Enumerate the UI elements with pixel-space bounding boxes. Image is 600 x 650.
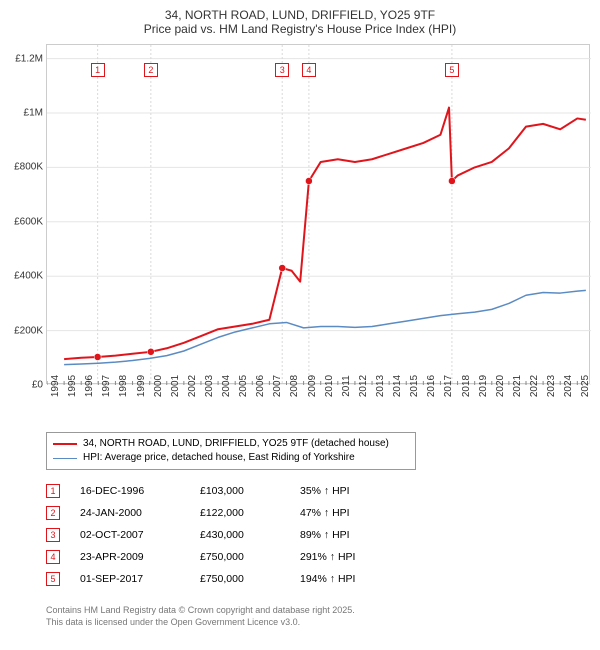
transaction-price: £750,000: [200, 551, 280, 563]
transaction-row: 5 01-SEP-2017 £750,000 194% ↑ HPI: [46, 568, 590, 590]
transaction-row: 4 23-APR-2009 £750,000 291% ↑ HPI: [46, 546, 590, 568]
transaction-price: £103,000: [200, 485, 280, 497]
legend-item: HPI: Average price, detached house, East…: [53, 451, 409, 465]
transaction-row: 3 02-OCT-2007 £430,000 89% ↑ HPI: [46, 524, 590, 546]
x-tick-label: 2007: [272, 375, 283, 397]
x-tick-label: 1994: [50, 375, 61, 397]
x-tick-label: 1996: [84, 375, 95, 397]
titles: 34, NORTH ROAD, LUND, DRIFFIELD, YO25 9T…: [10, 8, 590, 40]
x-tick-label: 2020: [495, 375, 506, 397]
chart-svg: [47, 45, 591, 385]
transaction-pct: 291% ↑ HPI: [300, 551, 390, 563]
chart-container: 34, NORTH ROAD, LUND, DRIFFIELD, YO25 9T…: [0, 0, 600, 650]
x-tick-label: 2010: [324, 375, 335, 397]
x-tick-label: 1995: [67, 375, 78, 397]
legend-swatch: [53, 443, 77, 445]
chart-marker-box: 1: [91, 63, 105, 77]
x-tick-label: 2003: [204, 375, 215, 397]
chart-marker-box: 4: [302, 63, 316, 77]
y-tick-label: £400K: [14, 271, 43, 282]
transaction-price: £122,000: [200, 507, 280, 519]
x-tick-label: 2016: [426, 375, 437, 397]
transaction-marker: 2: [46, 506, 60, 520]
transaction-pct: 35% ↑ HPI: [300, 485, 390, 497]
x-tick-label: 2005: [238, 375, 249, 397]
legend-swatch: [53, 458, 77, 459]
x-tick-label: 1999: [136, 375, 147, 397]
x-tick-label: 2014: [392, 375, 403, 397]
transaction-row: 1 16-DEC-1996 £103,000 35% ↑ HPI: [46, 480, 590, 502]
x-tick-label: 2000: [153, 375, 164, 397]
legend-label: 34, NORTH ROAD, LUND, DRIFFIELD, YO25 9T…: [83, 437, 389, 451]
transactions-table: 1 16-DEC-1996 £103,000 35% ↑ HPI 2 24-JAN-200…: [46, 480, 590, 590]
transaction-pct: 89% ↑ HPI: [300, 529, 390, 541]
legend: 34, NORTH ROAD, LUND, DRIFFIELD, YO25 9T…: [46, 432, 416, 470]
x-tick-label: 2004: [221, 375, 232, 397]
x-tick-label: 2019: [478, 375, 489, 397]
y-tick-label: £1M: [24, 108, 43, 119]
transaction-marker: 1: [46, 484, 60, 498]
x-tick-label: 2017: [443, 375, 454, 397]
x-tick-label: 2002: [187, 375, 198, 397]
x-tick-label: 2011: [341, 375, 352, 397]
x-tick-label: 2008: [289, 375, 300, 397]
transaction-marker: 5: [46, 572, 60, 586]
footnote-line: Contains HM Land Registry data © Crown c…: [46, 604, 590, 616]
x-tick-label: 2009: [307, 375, 318, 397]
x-tick-label: 2006: [255, 375, 266, 397]
legend-label: HPI: Average price, detached house, East…: [83, 451, 355, 465]
transaction-row: 2 24-JAN-2000 £122,000 47% ↑ HPI: [46, 502, 590, 524]
footnote-line: This data is licensed under the Open Gov…: [46, 616, 590, 628]
chart-marker-box: 3: [275, 63, 289, 77]
x-tick-label: 2018: [461, 375, 472, 397]
transaction-date: 24-JAN-2000: [80, 507, 180, 519]
x-tick-label: 2024: [563, 375, 574, 397]
x-tick-label: 2023: [546, 375, 557, 397]
x-tick-label: 1998: [118, 375, 129, 397]
y-tick-label: £0: [32, 380, 43, 391]
y-tick-label: £200K: [14, 325, 43, 336]
x-tick-label: 2015: [409, 375, 420, 397]
transaction-pct: 194% ↑ HPI: [300, 573, 390, 585]
chart-marker-box: 5: [445, 63, 459, 77]
transaction-marker: 3: [46, 528, 60, 542]
x-tick-label: 2001: [170, 375, 181, 397]
x-tick-label: 1997: [101, 375, 112, 397]
x-tick-label: 2012: [358, 375, 369, 397]
chart-area: £0£200K£400K£600K£800K£1M£1.2M12345: [46, 44, 590, 384]
chart-marker-box: 2: [144, 63, 158, 77]
y-tick-label: £600K: [14, 216, 43, 227]
transaction-marker: 4: [46, 550, 60, 564]
x-tick-label: 2021: [512, 375, 523, 397]
transaction-date: 01-SEP-2017: [80, 573, 180, 585]
x-tick-label: 2025: [580, 375, 591, 397]
x-axis-labels: 1994199519961997199819992000200120022003…: [46, 384, 590, 424]
transaction-date: 02-OCT-2007: [80, 529, 180, 541]
title-address: 34, NORTH ROAD, LUND, DRIFFIELD, YO25 9T…: [10, 8, 590, 22]
transaction-date: 16-DEC-1996: [80, 485, 180, 497]
transaction-price: £430,000: [200, 529, 280, 541]
footnote: Contains HM Land Registry data © Crown c…: [46, 604, 590, 628]
y-tick-label: £800K: [14, 162, 43, 173]
legend-item: 34, NORTH ROAD, LUND, DRIFFIELD, YO25 9T…: [53, 437, 409, 451]
transaction-price: £750,000: [200, 573, 280, 585]
x-tick-label: 2022: [529, 375, 540, 397]
x-tick-label: 2013: [375, 375, 386, 397]
y-tick-label: £1.2M: [15, 53, 43, 64]
title-subtitle: Price paid vs. HM Land Registry's House …: [10, 22, 590, 36]
transaction-date: 23-APR-2009: [80, 551, 180, 563]
transaction-pct: 47% ↑ HPI: [300, 507, 390, 519]
